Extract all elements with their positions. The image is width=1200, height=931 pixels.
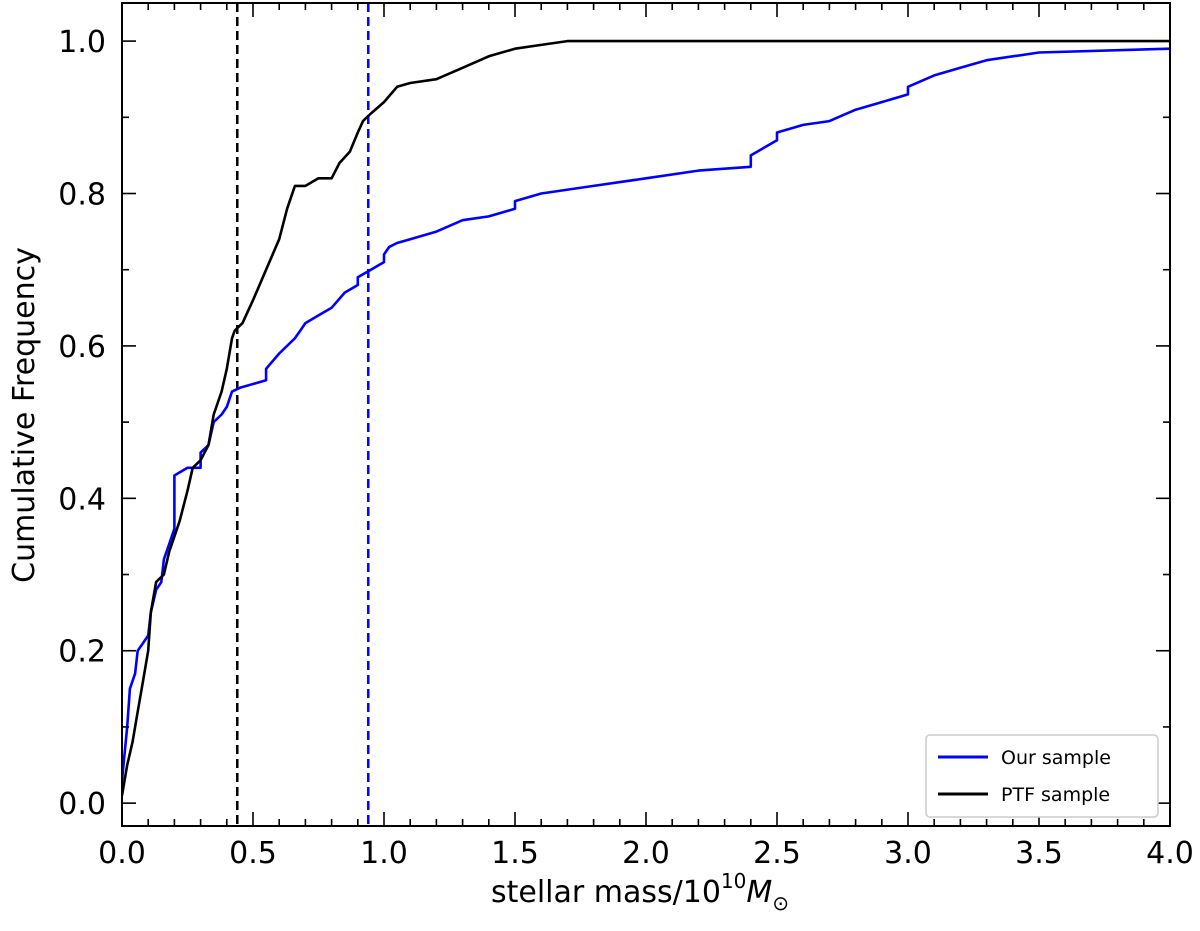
x-tick-label: 1.5 [491,836,539,871]
plot-frame [121,2,1171,827]
y-tick-label: 0.0 [58,787,106,822]
y-tick-label: 0.2 [58,635,106,670]
x-tick-label: 2.0 [622,836,670,871]
x-tick-label: 4.0 [1146,836,1194,871]
x-tick-label: 1.0 [360,836,408,871]
series-line-ptf-sample [122,39,1170,796]
y-tick-label: 0.4 [58,482,106,517]
series-line-our-sample [122,47,1170,781]
series-layer [122,39,1170,796]
x-tick-label: 3.0 [884,836,932,871]
x-axis-label: stellar mass/1010M⊙ [491,869,789,915]
axis-ticks: 0.0 0.5 1.0 1.5 2.0 2.5 3.0 3.5 4.0 0.0 0.2 0.4 0.6 0… [58,3,1194,871]
y-axis-label: Cumulative Frequency [7,247,42,583]
x-axis-label-symbol: M [746,875,772,910]
x-tick-label: 3.5 [1015,836,1063,871]
x-axis-label-exponent: 10 [721,869,746,893]
y-tick-label: 0.6 [58,330,106,365]
legend-label-ptf-sample: PTF sample [1001,784,1110,806]
x-axis-label-text: stellar mass/10 [491,875,721,910]
y-tick-label: 0.8 [58,178,106,213]
legend-label-our-sample: Our sample [1001,747,1111,769]
x-tick-label: 2.5 [753,836,801,871]
x-axis-label-subscript: ⊙ [772,891,789,915]
x-tick-label: 0.0 [98,836,146,871]
y-tick-label: 1.0 [58,25,106,60]
legend: Our sample PTF sample [925,734,1159,818]
reference-lines [236,3,370,826]
x-tick-label: 0.5 [229,836,277,871]
